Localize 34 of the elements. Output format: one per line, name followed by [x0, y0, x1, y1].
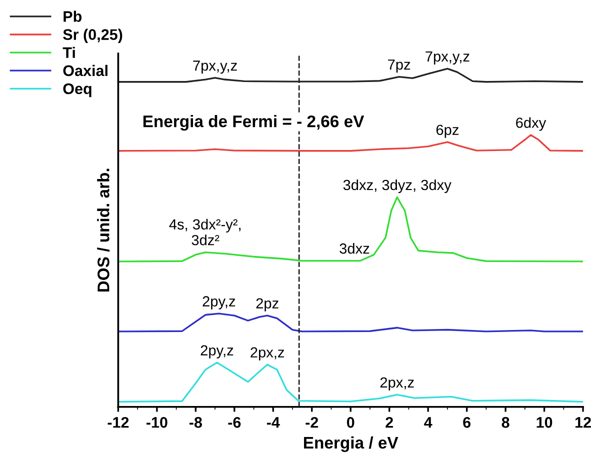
- annotation: 2px,z: [380, 377, 414, 391]
- annotation: 4s, 3dx²-y², 3dz²: [169, 218, 241, 246]
- x-tick-label: -10: [146, 417, 168, 428]
- annotation: 6pz: [436, 124, 458, 138]
- x-tick-label: 12: [575, 417, 591, 428]
- legend-label: Oaxial: [63, 64, 108, 76]
- annotation: 7pz: [388, 60, 410, 73]
- annotation: 2pz: [256, 298, 278, 312]
- annotation: 2px,z: [250, 347, 284, 360]
- x-tick-label: -8: [189, 417, 202, 428]
- x-tick-label: -4: [266, 417, 280, 428]
- x-tick-label: -2: [306, 417, 318, 428]
- x-tick-label: 0: [346, 417, 354, 428]
- x-tick-label: 10: [536, 417, 552, 428]
- annotation: 3dxz: [340, 243, 370, 254]
- annotation: 3dxz, 3dyz, 3dxy: [343, 179, 452, 194]
- annotation: 7px,y,z: [193, 60, 237, 74]
- legend-label: Sr (0,25): [63, 28, 122, 43]
- annotation: 7px,y,z: [426, 51, 470, 65]
- annotation: 2py,z: [202, 296, 236, 310]
- x-axis-title: Energia / eV: [304, 436, 398, 452]
- x-tick-label: 2: [386, 417, 393, 428]
- ref-line-label: Energia de Fermi = - 2,66 eV: [143, 115, 364, 131]
- legend-label: Oeq: [63, 83, 92, 98]
- x-tick-label: 8: [502, 417, 510, 428]
- x-tick-label: -12: [108, 417, 129, 428]
- legend-label: Ti: [62, 46, 75, 58]
- x-tick-label: 4: [424, 417, 432, 428]
- annotation: 6dxy: [516, 117, 546, 131]
- x-tick-label: 6: [463, 417, 471, 428]
- annotation: 2py,z: [200, 345, 234, 358]
- y-axis-title: DOS / unid. arb.: [97, 168, 110, 292]
- x-tick-label: -6: [228, 417, 241, 428]
- legend-label: Pb: [64, 10, 82, 22]
